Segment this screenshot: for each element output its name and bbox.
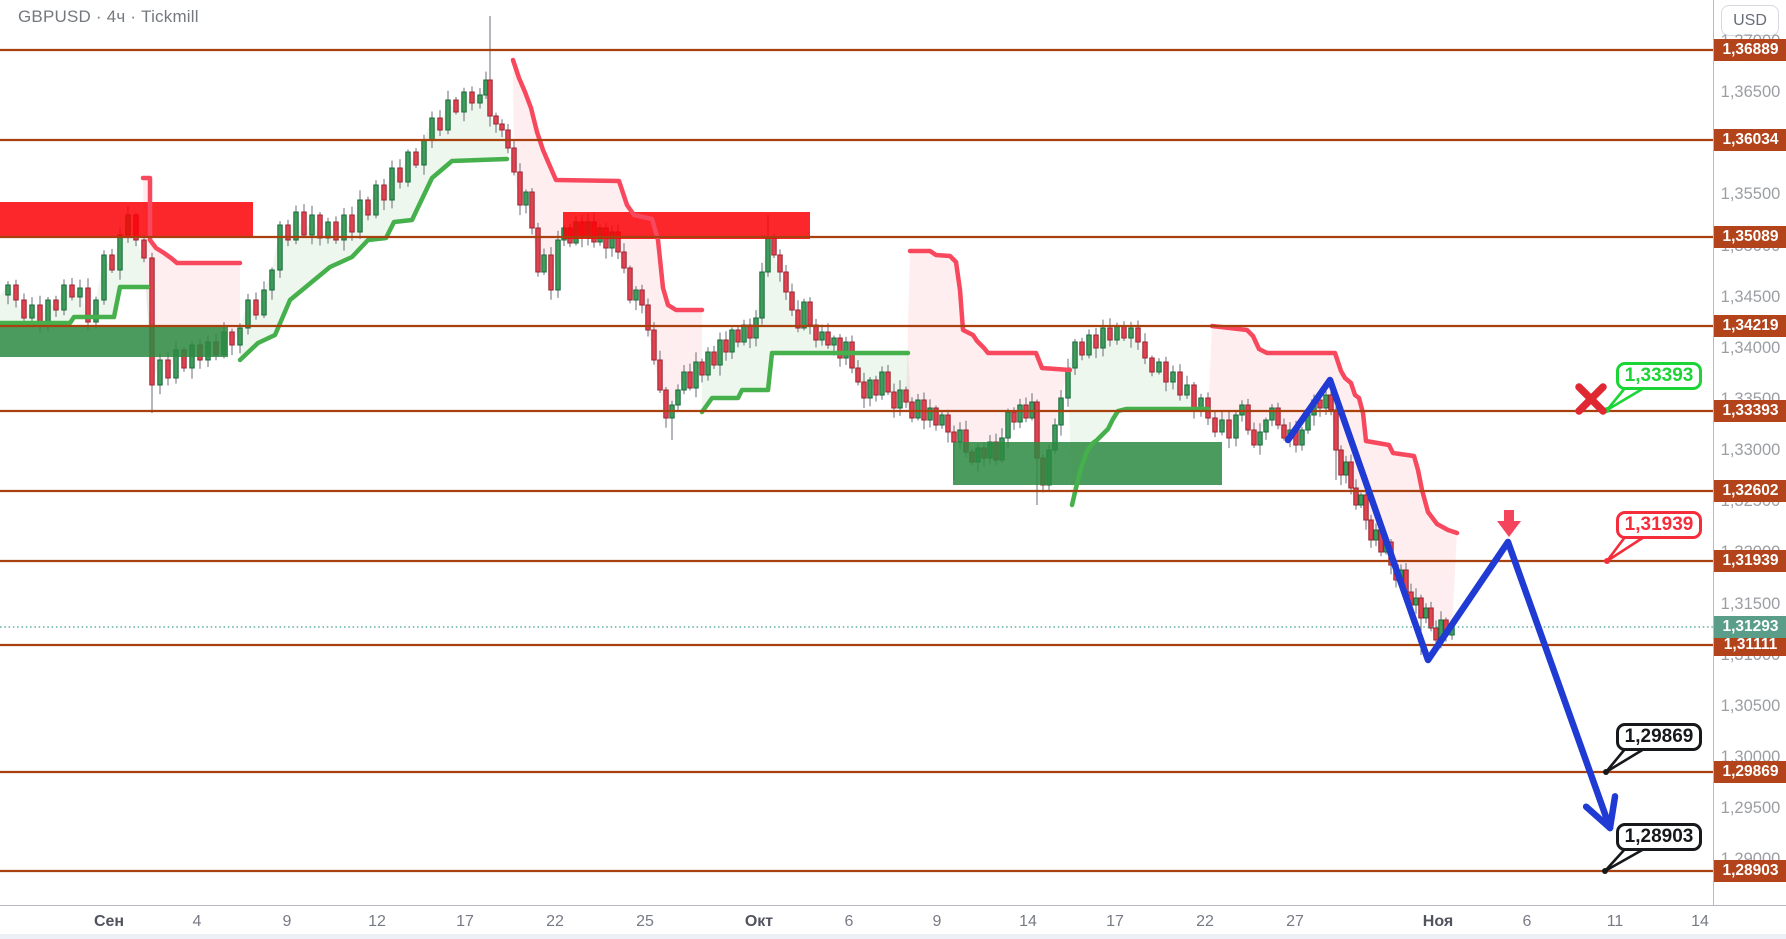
down-arrow-icon[interactable] [1497, 510, 1521, 537]
supply-zone [0, 202, 253, 237]
level-lines [0, 48, 1713, 873]
time-tick: 22 [1196, 913, 1214, 930]
price-tick: 1,31500 [1720, 595, 1781, 613]
x-mark-icon[interactable] [1575, 383, 1607, 415]
time-tick: 6 [844, 913, 854, 930]
time-tick: 25 [636, 913, 654, 930]
time-tick: 14 [1691, 913, 1709, 930]
price-tick: 1,36500 [1720, 83, 1781, 101]
time-tick: 27 [1286, 913, 1304, 930]
level-price-label: 1,36889 [1714, 39, 1786, 61]
projection-arrow[interactable] [1284, 376, 1619, 832]
level-price-label: 1,35089 [1714, 226, 1786, 248]
price-axis[interactable]: USD 1,370001,365001,360001,355001,350001… [1713, 0, 1786, 939]
candlestick-chart[interactable] [0, 0, 1713, 905]
level-price-label: 1,28903 [1714, 860, 1786, 882]
price-tick: 1,34000 [1720, 339, 1781, 357]
level-price-label: 1,33393 [1714, 400, 1786, 422]
level-price-label: 1,31939 [1714, 550, 1786, 572]
price-tick: 1,34500 [1720, 288, 1781, 306]
time-tick: 22 [546, 913, 564, 930]
time-tick: 4 [192, 913, 202, 930]
time-tick: 17 [1106, 913, 1124, 930]
price-tick: 1,35500 [1720, 185, 1781, 203]
time-tick: 11 [1606, 913, 1624, 930]
time-axis[interactable]: Сен 4 9 12 17 22 25 Окт 6 9 14 17 22 27 Ноя 6 11 14 [0, 905, 1786, 939]
trend-indicator [0, 57, 1460, 536]
demand-zone [0, 327, 228, 357]
time-tick: 6 [1522, 913, 1532, 930]
level-price-label: 1,36034 [1714, 129, 1786, 151]
price-callout[interactable]: 1,31939 [1616, 511, 1702, 539]
level-price-label: 1,32602 [1714, 480, 1786, 502]
price-callout[interactable]: 1,28903 [1616, 823, 1702, 851]
level-price-label: 1,29869 [1714, 761, 1786, 783]
current-price-label: 1,31293 [1714, 616, 1786, 638]
time-tick: Ноя [1422, 913, 1454, 930]
supply-zone [563, 212, 810, 239]
price-callout[interactable]: 1,29869 [1616, 723, 1702, 751]
time-tick: Окт [744, 913, 774, 930]
time-tick: Сен [93, 913, 125, 930]
time-tick: 17 [456, 913, 474, 930]
callout-tails [1602, 386, 1646, 874]
time-tick: 14 [1019, 913, 1037, 930]
time-tick: 12 [368, 913, 386, 930]
price-callout[interactable]: 1,33393 [1616, 362, 1702, 390]
symbol-title[interactable]: GBPUSD · 4ч · Tickmill [18, 7, 199, 26]
price-tick: 1,33000 [1720, 441, 1781, 459]
level-price-label: 1,34219 [1714, 315, 1786, 337]
time-tick: 9 [282, 913, 292, 930]
bottom-strip [0, 934, 1786, 939]
currency-button[interactable]: USD [1721, 5, 1779, 36]
price-tick: 1,30500 [1720, 697, 1781, 715]
level-price-label: 1,31111 [1714, 634, 1786, 656]
price-tick: 1,29500 [1720, 799, 1781, 817]
time-tick: 9 [932, 913, 942, 930]
